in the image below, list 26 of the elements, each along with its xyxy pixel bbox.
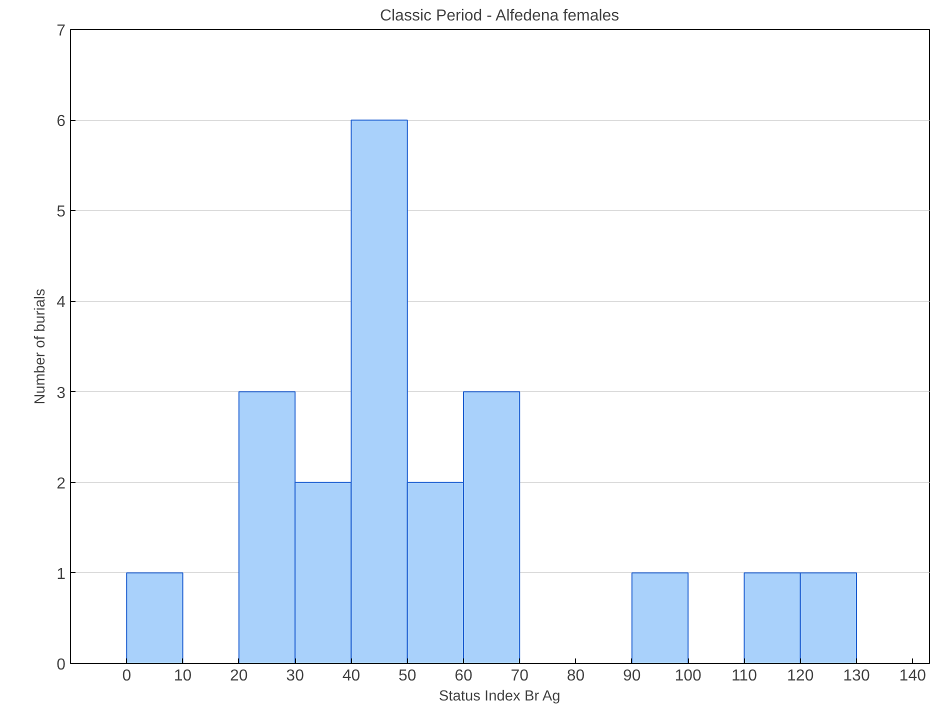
x-tick-label: 10 bbox=[174, 668, 192, 684]
y-tick-label: 1 bbox=[56, 566, 66, 583]
x-tick-label: 20 bbox=[230, 668, 248, 684]
x-axis-title: Status Index Br Ag bbox=[438, 688, 560, 704]
x-tick-label: 80 bbox=[566, 668, 585, 684]
x-tick-label: 110 bbox=[731, 668, 758, 684]
y-tick-label: 7 bbox=[56, 22, 66, 40]
y-tick-label: 3 bbox=[56, 384, 66, 402]
y-tick-label: 2 bbox=[56, 475, 66, 492]
chart-title: Classic Period - Alfedena females bbox=[380, 8, 620, 24]
y-axis-title: Number of burials bbox=[32, 288, 49, 404]
x-tick-label: 130 bbox=[843, 668, 870, 684]
y-tick-label: 5 bbox=[56, 204, 66, 221]
y-tick-label: 4 bbox=[56, 294, 66, 312]
x-tick-label: 70 bbox=[510, 668, 529, 684]
x-tick-label: 120 bbox=[787, 668, 814, 684]
x-tick-label: 0 bbox=[122, 668, 132, 684]
y-tick-label: 6 bbox=[56, 113, 66, 130]
x-tick-label: 60 bbox=[454, 668, 473, 684]
y-tick-label: 0 bbox=[56, 656, 66, 674]
x-tick-label: 40 bbox=[342, 668, 360, 684]
x-tick-label: 140 bbox=[899, 668, 926, 684]
x-tick-label: 30 bbox=[286, 668, 304, 684]
x-tick-label: 50 bbox=[398, 668, 416, 684]
x-tick-label: 90 bbox=[623, 668, 641, 684]
x-tick-label: 100 bbox=[674, 668, 702, 684]
